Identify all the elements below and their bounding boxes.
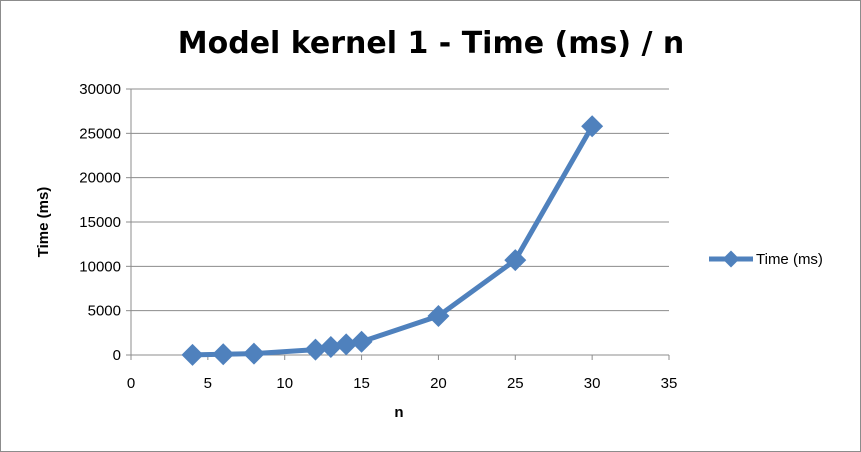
data-point (427, 304, 450, 327)
data-point (304, 338, 327, 361)
x-tick-label: 25 (507, 375, 524, 392)
series-time-ms (181, 115, 604, 366)
data-point (242, 342, 265, 365)
x-tick-label: 10 (276, 375, 293, 392)
legend-diamond-marker (722, 250, 740, 268)
data-point (504, 249, 527, 272)
y-tick-labels: 0 5000 10000 15000 20000 25000 30000 (79, 81, 121, 364)
data-point (181, 343, 204, 366)
y-axis-title: Time (ms) (35, 187, 52, 258)
x-axis-title: n (394, 404, 403, 421)
y-tick-label: 20000 (79, 170, 121, 187)
x-tick-label: 5 (204, 375, 212, 392)
data-point (350, 330, 373, 353)
legend-label: Time (ms) (756, 251, 823, 268)
x-tick-label: 20 (430, 375, 447, 392)
y-tick-label: 25000 (79, 125, 121, 142)
legend: Time (ms) (709, 250, 823, 268)
data-point (581, 115, 604, 138)
data-point (335, 333, 358, 356)
y-tick-label: 5000 (88, 303, 121, 320)
series-line (192, 124, 595, 358)
y-tick-label: 30000 (79, 81, 121, 98)
data-point (212, 343, 235, 366)
data-point (319, 336, 342, 359)
y-tick-label: 10000 (79, 258, 121, 275)
x-tick-label: 0 (127, 375, 135, 392)
chart-title: Model kernel 1 - Time (ms) / n (178, 26, 684, 61)
x-tick-label: 30 (584, 375, 601, 392)
y-tick-label: 0 (113, 347, 121, 364)
x-tick-label: 15 (353, 375, 370, 392)
x-tick-labels: 0 5 10 15 20 25 30 35 (127, 375, 678, 392)
gridlines (131, 88, 669, 312)
y-tick-label: 15000 (79, 214, 121, 231)
x-tick-label: 35 (661, 375, 678, 392)
